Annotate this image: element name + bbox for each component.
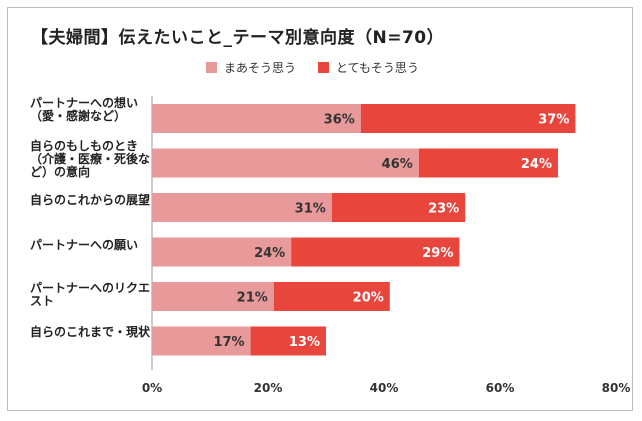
bar-somewhat xyxy=(152,282,274,311)
data-label-strongly: 37% xyxy=(538,113,569,128)
data-label-strongly: 20% xyxy=(353,291,384,306)
bar-strongly xyxy=(250,326,326,356)
category-label: パートナーへの想い（愛・感謝など） xyxy=(30,96,139,123)
x-tick-label: 80% xyxy=(601,381,631,395)
bar-somewhat xyxy=(152,237,292,267)
legend-item-somewhat: まあそう思う xyxy=(206,59,296,76)
category-label: 自らのこれからの展望 xyxy=(30,193,151,207)
legend-swatch-somewhat xyxy=(206,62,217,73)
x-tick-label: 60% xyxy=(485,381,515,395)
chart-title: 【夫婦間】伝えたいこと_テーマ別意向度（N=70） xyxy=(31,28,445,48)
bar-strongly xyxy=(291,237,460,267)
data-label-strongly: 23% xyxy=(428,202,459,217)
bar-strongly xyxy=(418,148,558,178)
category-label: パートナーへの願い xyxy=(30,238,139,252)
data-label-strongly: 24% xyxy=(521,157,552,172)
bar-strongly xyxy=(360,104,576,133)
legend-label-somewhat: まあそう思う xyxy=(224,61,297,75)
x-tick-label: 20% xyxy=(253,381,283,395)
bar-strongly xyxy=(331,193,466,222)
data-label-somewhat: 36% xyxy=(324,113,355,128)
data-label-somewhat: 17% xyxy=(213,335,244,350)
data-label-somewhat: 21% xyxy=(237,291,268,306)
category-label: 自らのこれまで・現状 xyxy=(30,325,151,339)
bar-somewhat xyxy=(152,193,332,222)
category-label: パートナーへのリクエスト xyxy=(30,281,151,308)
legend: まあそう思う とてもそう思う xyxy=(206,59,441,76)
data-label-somewhat: 24% xyxy=(254,246,285,261)
legend-swatch-strongly xyxy=(318,62,330,73)
bar-somewhat xyxy=(152,326,251,356)
data-label-strongly: 13% xyxy=(289,335,320,350)
x-tick-label: 0% xyxy=(141,381,163,395)
bar-somewhat xyxy=(152,104,361,133)
data-label-strongly: 29% xyxy=(422,246,453,261)
bar-strongly xyxy=(273,282,390,311)
bar-somewhat xyxy=(152,148,419,178)
category-label: 自らのもしものとき（介護・医療・死後など）の意向 xyxy=(30,139,151,179)
legend-item-strongly: とてもそう思う xyxy=(318,59,419,76)
data-label-somewhat: 46% xyxy=(382,157,413,172)
legend-label-strongly: とてもそう思う xyxy=(336,61,419,75)
data-label-somewhat: 31% xyxy=(295,202,326,217)
x-tick-label: 40% xyxy=(369,381,399,395)
